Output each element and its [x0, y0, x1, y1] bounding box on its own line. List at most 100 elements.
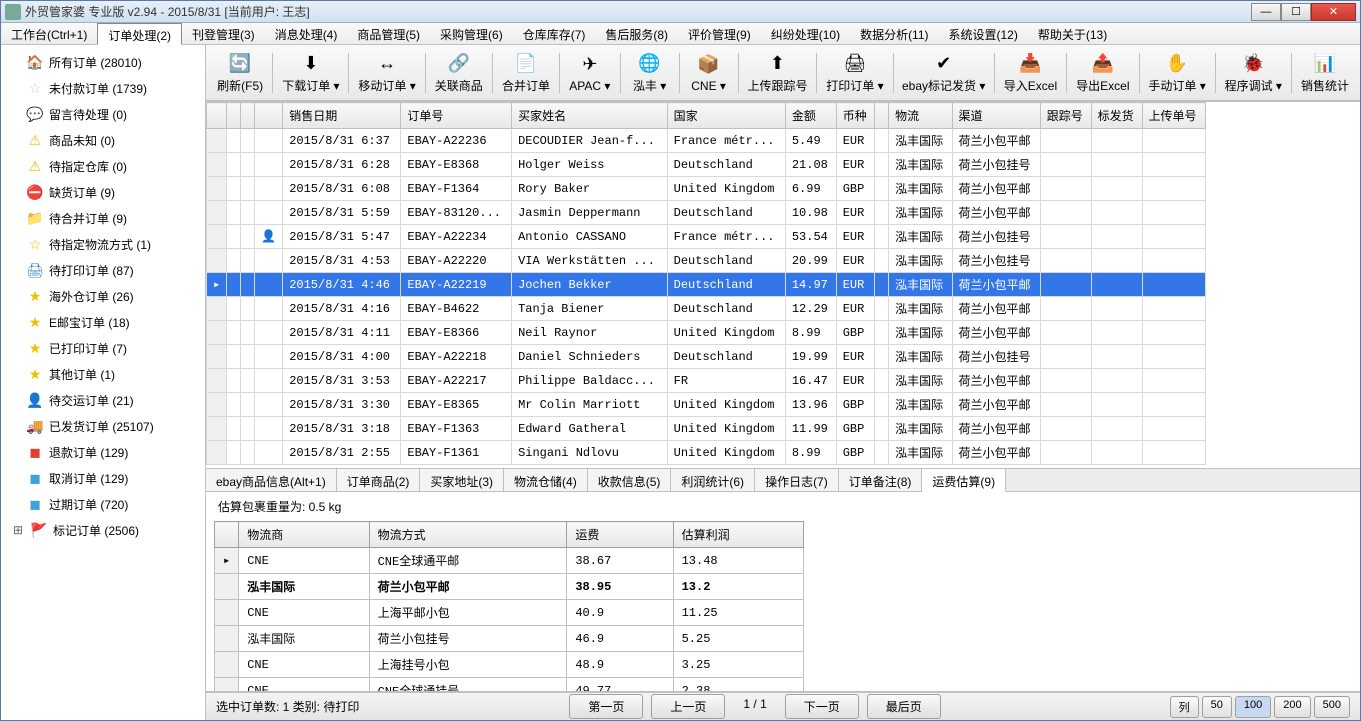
ship-grid-wrap[interactable]: 物流商物流方式运费估算利润 ▸CNECNE全球通平邮38.6713.48泓丰国际… [206, 521, 1360, 691]
toolbar-下载订单[interactable]: ⬇下载订单 ▾ [277, 49, 344, 96]
col-金额[interactable]: 金额 [785, 103, 836, 129]
sidebar-item-4[interactable]: ⚠待指定仓库 (0) [3, 153, 203, 179]
toolbar-移动订单[interactable]: ↔移动订单 ▾ [353, 49, 420, 96]
detail-tab-8[interactable]: 运费估算(9) [922, 469, 1006, 492]
sidebar-item-3[interactable]: ⚠商品未知 (0) [3, 127, 203, 153]
sidebar-item-9[interactable]: ★海外仓订单 (26) [3, 283, 203, 309]
menu-12[interactable]: 帮助关于(13) [1028, 23, 1117, 44]
pagesize-500[interactable]: 500 [1314, 696, 1350, 718]
col-买家姓名[interactable]: 买家姓名 [512, 103, 668, 129]
toolbar-导入Excel[interactable]: 📥导入Excel [999, 49, 1062, 96]
prev-page-button[interactable]: 上一页 [651, 694, 725, 719]
table-row[interactable]: 2015/8/31 3:30EBAY-E8365Mr Colin Marriot… [207, 393, 1206, 417]
sidebar-item-11[interactable]: ★已打印订单 (7) [3, 335, 203, 361]
col-blank10[interactable] [875, 103, 889, 129]
toolbar-打印订单[interactable]: 🖨打印订单 ▾ [821, 49, 888, 96]
menu-2[interactable]: 刊登管理(3) [182, 23, 265, 44]
table-row[interactable]: 2015/8/31 4:53EBAY-A22220VIA Werkstätten… [207, 249, 1206, 273]
pagesize-200[interactable]: 200 [1274, 696, 1310, 718]
table-row[interactable]: 2015/8/31 3:53EBAY-A22217Philippe Baldac… [207, 369, 1206, 393]
table-row[interactable]: 2015/8/31 4:00EBAY-A22218Daniel Schniede… [207, 345, 1206, 369]
ship-row[interactable]: 泓丰国际荷兰小包挂号46.95.25 [215, 626, 804, 652]
col-blank3[interactable] [255, 103, 283, 129]
pagesize-100[interactable]: 100 [1235, 696, 1271, 718]
ship-row[interactable]: ▸CNECNE全球通平邮38.6713.48 [215, 548, 804, 574]
col-国家[interactable]: 国家 [667, 103, 785, 129]
table-row[interactable]: 2015/8/31 6:28EBAY-E8368Holger WeissDeut… [207, 153, 1206, 177]
menu-4[interactable]: 商品管理(5) [347, 23, 430, 44]
sidebar-item-18[interactable]: ⊞🚩标记订单 (2506) [3, 517, 203, 543]
menu-3[interactable]: 消息处理(4) [265, 23, 348, 44]
sidebar-item-16[interactable]: ◼取消订单 (129) [3, 465, 203, 491]
col-blank0[interactable] [207, 103, 227, 129]
col-blank2[interactable] [241, 103, 255, 129]
toolbar-程序调试[interactable]: 🐞程序调试 ▾ [1220, 49, 1287, 96]
menu-0[interactable]: 工作台(Ctrl+1) [1, 23, 97, 44]
detail-tab-2[interactable]: 买家地址(3) [420, 469, 504, 491]
col-渠道[interactable]: 渠道 [952, 103, 1040, 129]
first-page-button[interactable]: 第一页 [569, 694, 643, 719]
sidebar-item-2[interactable]: 💬留言待处理 (0) [3, 101, 203, 127]
menu-10[interactable]: 数据分析(11) [850, 23, 938, 44]
menu-9[interactable]: 纠纷处理(10) [761, 23, 850, 44]
close-button[interactable]: ✕ [1311, 3, 1356, 21]
toolbar-泓丰[interactable]: 🌐泓丰 ▾ [625, 49, 675, 96]
ship-row[interactable]: 泓丰国际荷兰小包平邮38.9513.2 [215, 574, 804, 600]
toolbar-手动订单[interactable]: ✋手动订单 ▾ [1143, 49, 1210, 96]
pagesize-50[interactable]: 50 [1202, 696, 1232, 718]
toolbar-ebay标记发货[interactable]: ✔ebay标记发货 ▾ [898, 49, 990, 96]
detail-tab-0[interactable]: ebay商品信息(Alt+1) [206, 469, 337, 491]
ship-row[interactable]: CNE上海平邮小包40.911.25 [215, 600, 804, 626]
expand-icon[interactable]: ⊞ [13, 523, 25, 537]
toolbar-销售统计[interactable]: 📊销售统计 [1296, 49, 1354, 96]
toolbar-上传跟踪号[interactable]: ⬆上传跟踪号 [743, 49, 813, 96]
toolbar-导出Excel[interactable]: 📤导出Excel [1071, 49, 1134, 96]
col-销售日期[interactable]: 销售日期 [283, 103, 401, 129]
table-row[interactable]: 2015/8/31 6:08EBAY-F1364Rory BakerUnited… [207, 177, 1206, 201]
next-page-button[interactable]: 下一页 [785, 694, 859, 719]
table-row[interactable]: 2015/8/31 3:18EBAY-F1363Edward GatheralU… [207, 417, 1206, 441]
detail-tab-3[interactable]: 物流仓储(4) [504, 469, 588, 491]
menu-6[interactable]: 仓库库存(7) [513, 23, 596, 44]
list-button[interactable]: 列 [1170, 696, 1199, 718]
col-上传单号[interactable]: 上传单号 [1142, 103, 1205, 129]
col-订单号[interactable]: 订单号 [401, 103, 512, 129]
sidebar-item-14[interactable]: 🚚已发货订单 (25107) [3, 413, 203, 439]
last-page-button[interactable]: 最后页 [867, 694, 941, 719]
sidebar-item-5[interactable]: ⛔缺货订单 (9) [3, 179, 203, 205]
sidebar-item-13[interactable]: 👤待交运订单 (21) [3, 387, 203, 413]
menu-5[interactable]: 采购管理(6) [430, 23, 513, 44]
menu-11[interactable]: 系统设置(12) [939, 23, 1028, 44]
minimize-button[interactable]: — [1251, 3, 1281, 21]
sidebar-item-6[interactable]: 📁待合并订单 (9) [3, 205, 203, 231]
toolbar-合并订单[interactable]: 📄合并订单 [497, 49, 555, 96]
toolbar-CNE[interactable]: 📦CNE ▾ [684, 51, 734, 95]
menu-7[interactable]: 售后服务(8) [595, 23, 678, 44]
table-row[interactable]: 2015/8/31 4:11EBAY-E8366Neil RaynorUnite… [207, 321, 1206, 345]
table-row[interactable]: 2015/8/31 4:16EBAY-B4622Tanja BienerDeut… [207, 297, 1206, 321]
toolbar-APAC[interactable]: ✈APAC ▾ [564, 51, 616, 95]
table-row[interactable]: 2015/8/31 2:55EBAY-F1361Singani NdlovuUn… [207, 441, 1206, 465]
sidebar-item-1[interactable]: ☆未付款订单 (1739) [3, 75, 203, 101]
table-row[interactable]: 👤2015/8/31 5:47EBAY-A22234Antonio CASSAN… [207, 225, 1206, 249]
ship-row[interactable]: CNECNE全球通挂号49.772.38 [215, 678, 804, 692]
col-币种[interactable]: 币种 [836, 103, 874, 129]
table-row[interactable]: 2015/8/31 6:37EBAY-A22236DECOUDIER Jean-… [207, 129, 1206, 153]
table-row[interactable]: ▸2015/8/31 4:46EBAY-A22219Jochen BekkerD… [207, 273, 1206, 297]
ship-row[interactable]: CNE上海挂号小包48.93.25 [215, 652, 804, 678]
ship-col-blank[interactable] [215, 522, 239, 548]
sidebar-item-0[interactable]: 🏠所有订单 (28010) [3, 49, 203, 75]
detail-tab-4[interactable]: 收款信息(5) [588, 469, 672, 491]
col-跟踪号[interactable]: 跟踪号 [1040, 103, 1091, 129]
col-标发货[interactable]: 标发货 [1091, 103, 1142, 129]
menu-1[interactable]: 订单处理(2) [97, 23, 182, 45]
sidebar-item-15[interactable]: ◼退款订单 (129) [3, 439, 203, 465]
sidebar-item-7[interactable]: ☆待指定物流方式 (1) [3, 231, 203, 257]
table-row[interactable]: 2015/8/31 5:59EBAY-83120...Jasmin Depper… [207, 201, 1206, 225]
toolbar-关联商品[interactable]: 🔗关联商品 [430, 49, 488, 96]
menu-8[interactable]: 评价管理(9) [678, 23, 761, 44]
detail-tab-5[interactable]: 利润统计(6) [671, 469, 755, 491]
maximize-button[interactable]: ☐ [1281, 3, 1311, 21]
order-grid-wrap[interactable]: 销售日期订单号买家姓名国家金额币种物流渠道跟踪号标发货上传单号 2015/8/3… [206, 101, 1360, 468]
ship-col-物流方式[interactable]: 物流方式 [369, 522, 567, 548]
